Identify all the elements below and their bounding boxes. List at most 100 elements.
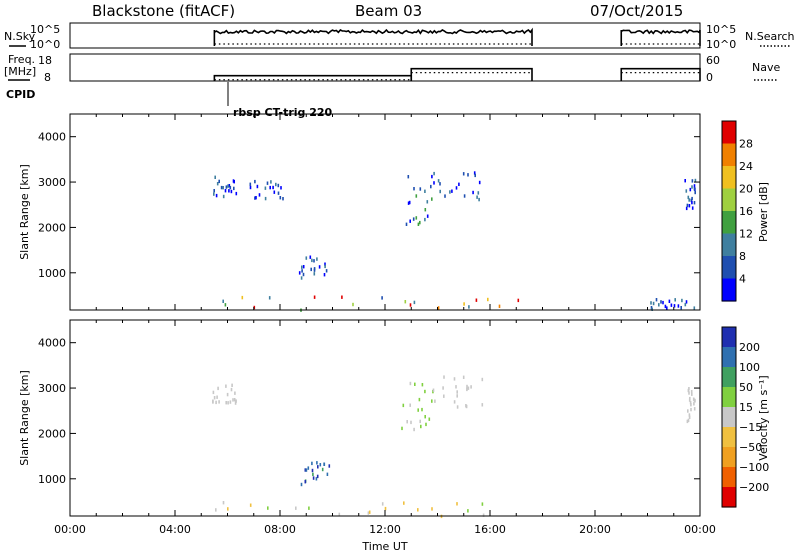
range-gate-cell (443, 394, 445, 398)
range-gate-cell (352, 302, 354, 307)
range-gate-cell (424, 208, 427, 212)
range-gate-cell (477, 191, 480, 195)
range-gate-cell (475, 298, 478, 302)
range-gate-cell (275, 182, 277, 187)
range-gate-cell (462, 172, 465, 176)
range-gate-cell (426, 200, 429, 204)
range-gate-cell (466, 384, 468, 389)
range-gate-cell (443, 375, 445, 379)
colorbar-swatch (722, 143, 736, 167)
range-gate-cell (229, 185, 232, 190)
range-gate-cell (305, 468, 308, 472)
range-gate-cell (249, 182, 252, 186)
range-gate-cell (431, 507, 433, 511)
range-gate-cell (691, 179, 694, 183)
y-tick-label: 2000 (38, 427, 66, 440)
range-gate-cell (258, 193, 261, 197)
range-gate-cell (381, 502, 384, 506)
x-tick-label: 12:00 (369, 523, 401, 536)
freq-left-tick-top: 18 (38, 54, 52, 67)
range-gate-cell (233, 398, 236, 402)
colorbar-swatch (722, 233, 736, 257)
range-gate-cell (458, 182, 460, 186)
range-gate-cell (467, 386, 470, 390)
station-title: Blackstone (fitACF) (92, 2, 235, 20)
range-gate-cell (222, 299, 224, 303)
range-gate-cell (664, 304, 667, 309)
freq-left-tick-bottom: 8 (44, 71, 51, 84)
range-gate-cell (300, 482, 303, 487)
range-gate-cell (316, 461, 318, 465)
range-gate-cell (685, 206, 688, 211)
nsky-right-tick-bottom: 10^0 (706, 38, 736, 51)
range-gate-cell (304, 468, 307, 472)
range-gate-cell (439, 189, 441, 194)
range-gate-cell (453, 400, 456, 404)
colorbar-tick-label: 20 (739, 183, 753, 196)
range-gate-cell (315, 477, 318, 481)
range-gate-cell (218, 179, 220, 184)
range-gate-cell (413, 300, 416, 305)
range-gate-cell (225, 384, 227, 388)
range-gate-cell (277, 191, 280, 195)
range-gate-cell (282, 197, 284, 201)
cpid-label: CPID (6, 88, 35, 101)
freq-panel-frame (69, 53, 701, 82)
range-gate-cell (451, 189, 453, 193)
range-gate-cell (311, 258, 313, 263)
range-gate-cell (677, 304, 680, 308)
range-gate-cell (222, 501, 225, 505)
range-gate-cell (228, 184, 231, 188)
velocity-y-axis-label: Slant Range [km] (18, 370, 31, 466)
nave-label: Nave (752, 61, 780, 74)
range-gate-cell (407, 175, 410, 179)
range-gate-cell (424, 189, 426, 193)
range-gate-cell (309, 255, 312, 259)
range-gate-cell (688, 391, 690, 395)
range-gate-cell (308, 506, 310, 510)
range-gate-cell (690, 403, 692, 407)
range-gate-cell (688, 415, 691, 419)
range-gate-cell (462, 375, 465, 379)
y-tick-label: 3000 (38, 176, 66, 189)
power-x-ticks (69, 114, 701, 310)
colorbar-tick-label: −15 (739, 421, 762, 434)
range-gate-cell (384, 506, 387, 511)
colorbar-swatch (722, 347, 736, 368)
range-gate-cell (234, 401, 237, 405)
range-gate-cell (405, 222, 408, 226)
range-gate-cell (254, 179, 256, 184)
range-gate-cell (279, 196, 282, 200)
range-gate-cell (407, 201, 410, 205)
range-gate-cell (418, 397, 421, 402)
colorbar-swatch (722, 407, 736, 428)
range-gate-cell (419, 220, 421, 225)
colorbar-swatch (722, 327, 736, 348)
x-tick-label: 20:00 (579, 523, 611, 536)
range-gate-cell (313, 268, 316, 272)
range-gate-cell (264, 196, 267, 201)
range-gate-cell (680, 306, 682, 310)
range-gate-cell (481, 502, 484, 506)
range-gate-cell (651, 307, 653, 311)
range-gate-cell (431, 399, 433, 403)
range-gate-cell (232, 179, 235, 183)
nsky-panel-frame (69, 22, 701, 49)
range-gate-cell (431, 174, 433, 179)
range-gate-cell (419, 419, 421, 424)
nsky-left-tick-bottom: 10^0 (30, 38, 60, 51)
range-gate-cell (453, 377, 456, 381)
range-gate-cell (463, 194, 466, 198)
range-gate-cell (455, 186, 458, 190)
freq-right-tick-top: 60 (706, 54, 720, 67)
colorbar-swatch (722, 256, 736, 280)
range-gate-cell (472, 190, 474, 195)
velocity-colorbar: 200 100 50 15 −15 −50 −100 −200 (721, 326, 769, 508)
freq-label: Freq. (8, 53, 35, 66)
range-gate-cell (304, 480, 307, 484)
velocity-colorbar-label: Velocity [m s⁻¹] (757, 375, 770, 460)
colorbar-swatch (722, 211, 736, 235)
range-gate-cell (319, 463, 322, 467)
range-gate-cell (318, 265, 321, 269)
